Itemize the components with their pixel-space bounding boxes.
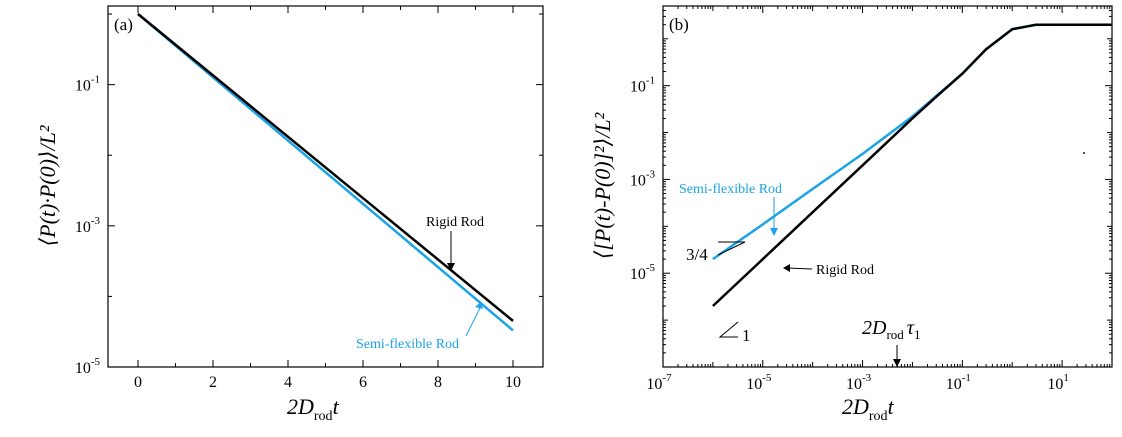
a-series-line xyxy=(137,13,514,322)
a-xtick-label: 4 xyxy=(284,374,292,391)
panel-a-ylabel: ⟨P(t)·P(0)⟩/L² xyxy=(35,125,60,246)
panel-b-slope-rigid-marker xyxy=(718,321,739,338)
panel-b-slope-semi-marker xyxy=(717,241,746,256)
b-xtick-label: 10-7 xyxy=(646,372,672,393)
panel-b-ticks: 10-7 10-5 10-3 10-1 101 10-5 10-3 10-1 xyxy=(630,5,1113,393)
panel-a-label: (a) xyxy=(114,15,133,34)
b-series-line xyxy=(712,23,1112,261)
panel-b-tau-label: 2Drod τ1 xyxy=(862,317,920,342)
a-xtick-label: 2 xyxy=(209,374,217,391)
panel-b-xlabel: 2Drodt xyxy=(842,394,895,424)
panel-a-xlabel: 2Drodt xyxy=(287,394,340,424)
panel-b-tau-arrowhead xyxy=(893,359,901,367)
a-ytick-label: 10-5 xyxy=(75,356,101,377)
b-ytick-label: 10-3 xyxy=(630,168,656,189)
panel-b-stray-dot xyxy=(1083,152,1085,154)
panel-a-rigid-label: Rigid Rod xyxy=(426,215,484,230)
b-xtick-label: 10-3 xyxy=(846,372,872,393)
b-ytick-label: 10-5 xyxy=(630,262,656,283)
panel-b-slope-rigid-label: 1 xyxy=(742,326,751,345)
panel-a-semi-arrow xyxy=(465,307,481,337)
a-xtick-label: 6 xyxy=(359,374,367,391)
panel-b-semi-arrowhead xyxy=(770,228,778,236)
panel-b-slope-semi-label: 3/4 xyxy=(686,245,708,264)
b-ytick-label: 10-1 xyxy=(630,75,655,96)
panel-b: 10-7 10-5 10-3 10-1 101 10-5 10-3 10-1 (b) 2Dro… xyxy=(590,5,1113,424)
a-ytick-label: 10-1 xyxy=(75,74,100,95)
a-xtick-label: 10 xyxy=(505,374,521,391)
a-xtick-label: 8 xyxy=(434,374,442,391)
panel-b-rigid-arrow xyxy=(785,267,813,270)
panel-b-series xyxy=(712,23,1112,307)
a-xtick-label: 0 xyxy=(134,374,142,391)
panel-a-rigid-arrowhead xyxy=(447,263,455,271)
panel-b-rigid-arrowhead xyxy=(783,264,790,272)
b-series-line xyxy=(712,23,1112,307)
panel-a-semi-arrowhead xyxy=(475,302,483,309)
panel-b-rigid-label: Rigid Rod xyxy=(816,263,874,278)
panel-a-series xyxy=(137,13,514,332)
b-xtick-label: 101 xyxy=(1047,372,1069,393)
panel-a-ticks: 0 2 4 6 8 10 10-5 10-3 10-1 xyxy=(75,6,543,391)
panel-b-semi-label: Semi-flexible Rod xyxy=(679,182,782,197)
a-ytick-label: 10-3 xyxy=(75,215,101,236)
panel-b-label: (b) xyxy=(669,15,689,34)
panel-b-ylabel: ⟨[P(t)-P(0)]²⟩/L² xyxy=(590,112,615,259)
panel-a-semi-label: Semi-flexible Rod xyxy=(356,337,459,352)
b-xtick-label: 10-5 xyxy=(746,372,772,393)
b-xtick-label: 10-1 xyxy=(946,372,971,393)
panel-a: 0 2 4 6 8 10 10-5 10-3 10-1 (a) 2Drodt ⟨P(t)·P(0… xyxy=(35,5,544,424)
